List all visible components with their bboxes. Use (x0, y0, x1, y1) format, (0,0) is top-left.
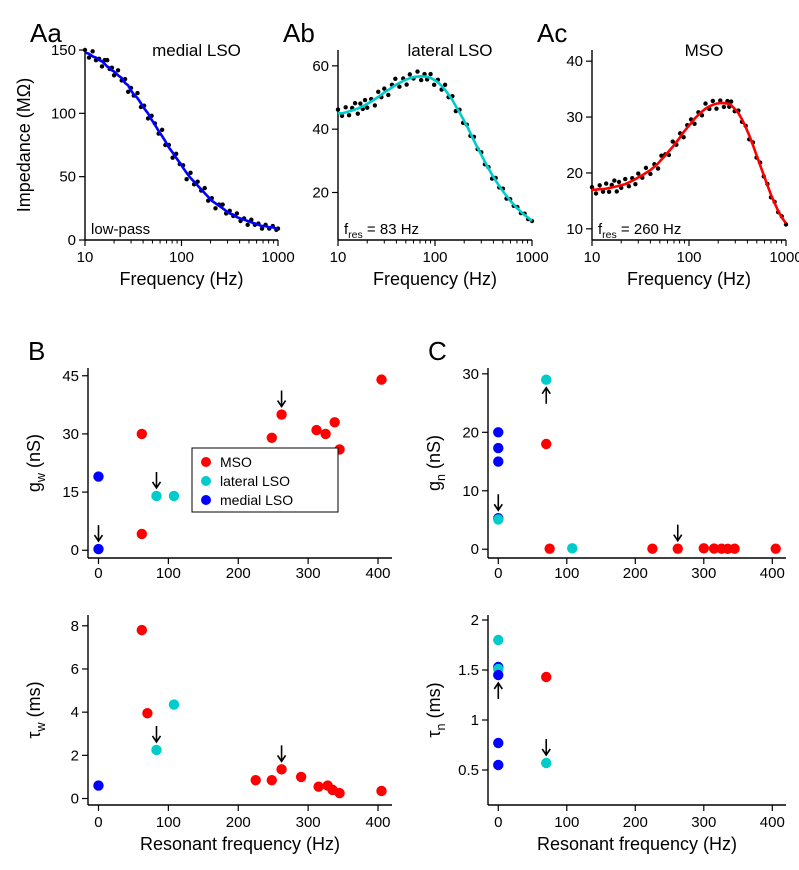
svg-text:0: 0 (494, 814, 502, 831)
svg-text:0.5: 0.5 (458, 762, 479, 779)
svg-text:100: 100 (676, 249, 701, 266)
svg-text:30: 30 (566, 109, 583, 126)
svg-text:45: 45 (62, 368, 79, 385)
svg-text:400: 400 (760, 814, 785, 831)
svg-text:20: 20 (312, 185, 329, 202)
svg-text:Ac: Ac (537, 18, 567, 48)
svg-text:60: 60 (312, 58, 329, 75)
svg-text:Ab: Ab (283, 18, 315, 48)
svg-text:10: 10 (77, 249, 94, 266)
svg-text:0: 0 (471, 541, 479, 558)
svg-text:0: 0 (94, 814, 102, 831)
svg-text:100: 100 (169, 249, 194, 266)
svg-text:15: 15 (62, 484, 79, 501)
svg-text:Resonant frequency (Hz): Resonant frequency (Hz) (140, 834, 340, 854)
svg-text:gw (nS): gw (nS) (24, 434, 48, 492)
svg-text:400: 400 (366, 565, 391, 582)
svg-text:medial LSO: medial LSO (220, 492, 293, 508)
svg-text:100: 100 (422, 249, 447, 266)
svg-text:MSO: MSO (685, 41, 724, 60)
svg-text:2: 2 (71, 747, 79, 764)
svg-text:1: 1 (471, 712, 479, 729)
svg-text:20: 20 (566, 165, 583, 182)
svg-text:200: 200 (226, 565, 251, 582)
svg-text:100: 100 (156, 565, 181, 582)
svg-text:4: 4 (71, 704, 79, 721)
svg-text:Frequency (Hz): Frequency (Hz) (373, 269, 497, 289)
svg-text:200: 200 (623, 565, 648, 582)
svg-text:fres = 260 Hz: fres = 260 Hz (598, 221, 681, 241)
svg-text:400: 400 (366, 814, 391, 831)
svg-text:300: 300 (296, 565, 321, 582)
svg-text:1000: 1000 (769, 249, 799, 266)
svg-text:Frequency (Hz): Frequency (Hz) (119, 269, 243, 289)
svg-text:B: B (28, 336, 45, 366)
svg-text:medial LSO: medial LSO (152, 41, 241, 60)
svg-text:2: 2 (471, 612, 479, 629)
svg-text:τn (ms): τn (ms) (424, 682, 448, 737)
svg-text:0: 0 (71, 791, 79, 808)
svg-text:Impedance (MΩ): Impedance (MΩ) (14, 78, 34, 213)
svg-text:8: 8 (71, 618, 79, 635)
svg-text:50: 50 (59, 169, 76, 186)
svg-text:C: C (428, 336, 447, 366)
svg-text:40: 40 (566, 53, 583, 70)
svg-text:10: 10 (462, 483, 479, 500)
svg-text:lateral LSO: lateral LSO (220, 473, 290, 489)
svg-text:τw (ms): τw (ms) (24, 681, 48, 738)
svg-text:200: 200 (226, 814, 251, 831)
svg-text:300: 300 (691, 814, 716, 831)
svg-text:1000: 1000 (261, 249, 294, 266)
svg-text:10: 10 (584, 249, 601, 266)
svg-text:30: 30 (462, 366, 479, 383)
svg-text:300: 300 (691, 565, 716, 582)
svg-text:100: 100 (156, 814, 181, 831)
svg-text:Frequency (Hz): Frequency (Hz) (627, 269, 751, 289)
svg-text:100: 100 (554, 565, 579, 582)
svg-text:gn (nS): gn (nS) (424, 435, 448, 491)
svg-text:low-pass: low-pass (91, 221, 150, 238)
figure-svg: Impedance (MΩ)Aamedial LSO05010015010100… (0, 0, 799, 870)
svg-text:0: 0 (71, 542, 79, 559)
svg-text:fres = 83 Hz: fres = 83 Hz (344, 221, 419, 241)
svg-text:100: 100 (554, 814, 579, 831)
svg-text:0: 0 (68, 232, 76, 249)
svg-text:Resonant frequency (Hz): Resonant frequency (Hz) (537, 834, 737, 854)
svg-text:30: 30 (62, 426, 79, 443)
svg-text:40: 40 (312, 121, 329, 138)
svg-text:10: 10 (566, 221, 583, 238)
svg-text:400: 400 (760, 565, 785, 582)
svg-text:100: 100 (51, 105, 76, 122)
svg-text:10: 10 (330, 249, 347, 266)
svg-text:MSO: MSO (220, 454, 252, 470)
svg-text:0: 0 (494, 565, 502, 582)
svg-text:300: 300 (296, 814, 321, 831)
svg-text:0: 0 (94, 565, 102, 582)
svg-text:200: 200 (623, 814, 648, 831)
svg-text:1.5: 1.5 (458, 662, 479, 679)
svg-text:6: 6 (71, 661, 79, 678)
svg-text:lateral LSO: lateral LSO (407, 41, 492, 60)
svg-text:1000: 1000 (515, 249, 548, 266)
svg-text:150: 150 (51, 42, 76, 59)
svg-text:20: 20 (462, 424, 479, 441)
